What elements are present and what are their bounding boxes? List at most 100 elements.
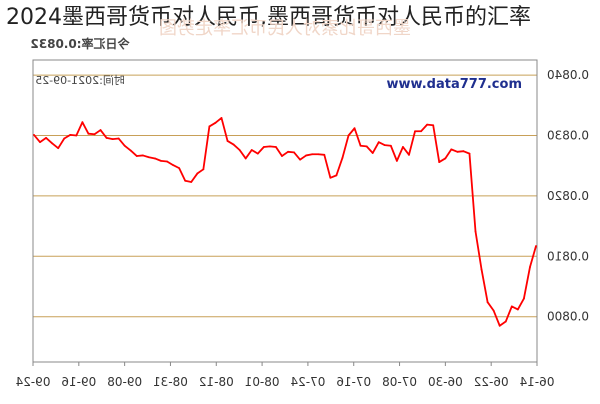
data-point bbox=[523, 297, 525, 300]
y-tick-label: 0.0830 bbox=[547, 129, 589, 143]
data-point bbox=[69, 134, 72, 136]
data-point bbox=[148, 156, 150, 159]
data-point bbox=[293, 151, 295, 154]
data-point bbox=[383, 144, 386, 147]
data-point bbox=[323, 153, 326, 156]
data-point bbox=[426, 123, 429, 126]
data-point bbox=[33, 134, 35, 136]
data-point bbox=[63, 137, 66, 140]
data-point bbox=[93, 133, 96, 136]
data-point bbox=[178, 167, 181, 170]
x-tick-label: 06-30 bbox=[428, 375, 463, 389]
data-point bbox=[281, 155, 283, 157]
data-point bbox=[510, 305, 513, 308]
data-point bbox=[395, 159, 398, 162]
data-point bbox=[486, 301, 489, 304]
data-point bbox=[154, 157, 156, 160]
data-point bbox=[377, 141, 380, 144]
x-tick-label: 06-14 bbox=[520, 375, 555, 389]
data-point bbox=[432, 124, 435, 127]
data-point bbox=[39, 141, 41, 144]
plot-background bbox=[33, 60, 537, 362]
data-point bbox=[196, 172, 199, 175]
x-tick-label: 06-22 bbox=[474, 375, 509, 389]
data-point bbox=[99, 129, 102, 131]
plot-border bbox=[32, 59, 538, 363]
x-tick-label: 09-16 bbox=[61, 375, 96, 389]
data-point bbox=[244, 157, 247, 160]
data-point bbox=[402, 146, 404, 148]
data-point bbox=[160, 159, 162, 162]
y-tick-label: 0.0800 bbox=[547, 310, 589, 324]
data-point bbox=[232, 143, 235, 146]
data-point bbox=[492, 309, 495, 312]
data-point bbox=[190, 181, 193, 183]
data-point bbox=[117, 137, 120, 140]
data-point bbox=[75, 134, 78, 137]
data-point bbox=[268, 145, 271, 148]
data-point bbox=[184, 179, 187, 182]
data-point bbox=[87, 132, 90, 135]
data-point bbox=[262, 146, 265, 148]
data-point bbox=[329, 176, 332, 179]
data-point bbox=[438, 161, 441, 163]
mirrored-time-text: 时间:2021-09-25 bbox=[35, 74, 125, 87]
data-point bbox=[214, 121, 217, 124]
faint-banner-text: 墨西哥比索对人民币汇率走势图 bbox=[159, 18, 411, 39]
page-title: 2024墨西哥货币对人民币,墨西哥货币对人民币的汇率 bbox=[6, 5, 531, 30]
exchange-rate-line bbox=[33, 117, 537, 327]
x-axis-ticks: 09-24 09-16 09-08 08-31 08-12 08-01 07-24 07-16… bbox=[16, 362, 555, 389]
data-point bbox=[335, 174, 338, 177]
data-point bbox=[504, 320, 507, 323]
data-point bbox=[535, 245, 537, 247]
data-point bbox=[220, 117, 223, 119]
gridlines bbox=[33, 74, 537, 318]
y-tick-label: 0.0810 bbox=[547, 249, 589, 263]
data-point bbox=[462, 150, 465, 153]
data-point bbox=[389, 144, 392, 147]
data-point bbox=[371, 152, 374, 154]
watermark-text: www.data777.com bbox=[387, 77, 522, 92]
y-tick-label: 0.0840 bbox=[547, 68, 589, 82]
data-point bbox=[341, 156, 344, 159]
y-axis-ticks: 0.0840 0.0830 0.0820 0.0810 0.0800 bbox=[547, 68, 589, 324]
data-point bbox=[474, 230, 477, 233]
x-tick-label: 09-08 bbox=[107, 375, 142, 389]
data-point bbox=[135, 155, 138, 157]
data-point bbox=[408, 153, 410, 156]
data-point bbox=[129, 149, 132, 152]
data-point bbox=[450, 148, 453, 151]
data-point bbox=[414, 130, 416, 133]
data-point bbox=[359, 144, 362, 147]
data-point bbox=[365, 145, 368, 148]
data-point bbox=[81, 121, 84, 124]
data-point bbox=[498, 324, 501, 327]
x-tick-label: 09-24 bbox=[16, 375, 51, 389]
data-point bbox=[226, 140, 229, 142]
data-point bbox=[299, 158, 302, 161]
x-tick-label: 08-01 bbox=[245, 375, 280, 389]
data-point bbox=[172, 164, 175, 167]
data-point bbox=[468, 152, 471, 155]
data-point bbox=[353, 127, 356, 130]
x-tick-label: 07-08 bbox=[382, 375, 417, 389]
data-points bbox=[33, 117, 537, 327]
data-point bbox=[444, 157, 447, 160]
data-point bbox=[305, 154, 308, 157]
data-point bbox=[347, 134, 350, 137]
data-point bbox=[516, 308, 519, 311]
data-point bbox=[202, 168, 205, 171]
data-point bbox=[111, 138, 114, 141]
data-point bbox=[317, 153, 320, 156]
y-tick-label: 0.0820 bbox=[547, 189, 589, 203]
data-point bbox=[51, 142, 54, 145]
data-point bbox=[141, 154, 144, 157]
x-tick-label: 07-16 bbox=[336, 375, 371, 389]
data-point bbox=[480, 268, 483, 271]
mirrored-rate-text: 今日汇率:0.0832 bbox=[30, 36, 130, 51]
data-point bbox=[45, 137, 47, 139]
x-tick-label: 07-24 bbox=[290, 375, 325, 389]
data-point bbox=[256, 152, 259, 155]
data-point bbox=[529, 266, 531, 269]
